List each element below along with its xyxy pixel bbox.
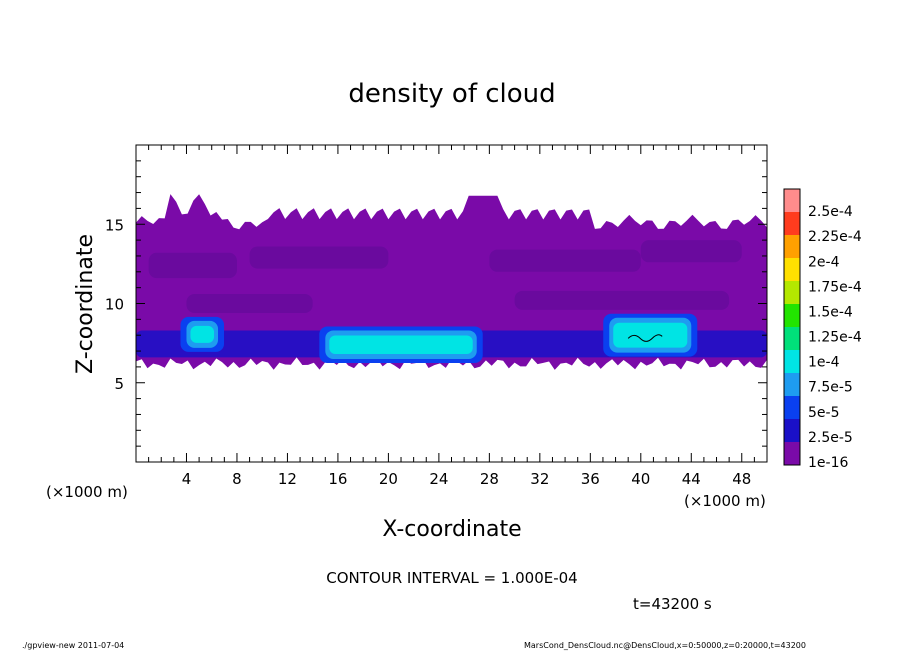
colorbar-swatch: [784, 373, 800, 396]
colorbar-swatch: [784, 350, 800, 373]
x-tick-label: 44: [682, 470, 701, 488]
contour-interval-text: CONTOUR INTERVAL = 1.000E-04: [326, 569, 577, 587]
colorbar-label: 1e-16: [808, 455, 848, 471]
colorbar-border: [783, 188, 801, 466]
time-text: t=43200 s: [633, 595, 712, 613]
x-tick-label: 4: [182, 470, 192, 488]
colorbar-swatch: [784, 442, 800, 465]
x-tick-label: 20: [379, 470, 398, 488]
colorbar-label: 5e-5: [808, 405, 839, 421]
cloud-band: [640, 240, 742, 263]
colorbar-swatch: [784, 189, 800, 212]
colorbar: 1e-16 2.5e-5 5e-5 7.5e-5 1e-4 1.25e-4 1.5e-4 1.…: [783, 188, 862, 471]
x-tick-label: 12: [278, 470, 297, 488]
colorbar-swatch: [784, 258, 800, 281]
cloud-region-core: [190, 325, 215, 343]
colorbar-label: 1.75e-4: [808, 279, 862, 295]
x-tick-label: 36: [581, 470, 600, 488]
plot-area: [135, 144, 768, 463]
x-tick-label: 28: [480, 470, 499, 488]
colorbar-label: 2e-4: [808, 254, 840, 270]
x-tick-label: 8: [232, 470, 242, 488]
cloud-region-core: [613, 322, 688, 348]
colorbar-label: 1.25e-4: [808, 330, 862, 346]
colorbar-label: 2.5e-5: [808, 430, 853, 446]
x-tick-label: 16: [328, 470, 347, 488]
colorbar-label: 2.5e-4: [808, 204, 853, 220]
contour-line: [627, 334, 663, 342]
colorbar-swatch: [784, 304, 800, 327]
x-unit-label-right: (×1000 m): [684, 492, 766, 510]
cloud-band: [249, 246, 389, 269]
cloud-band: [186, 293, 313, 314]
colorbar-label: 1e-4: [808, 355, 840, 371]
cloud-band: [148, 252, 237, 279]
cloud-band: [514, 290, 730, 310]
y-axis-label: Z-coordinate: [73, 234, 98, 374]
x-tick-label: 48: [732, 470, 751, 488]
y-tick-label: 10: [105, 296, 124, 314]
x-axis: 4 8 12 16 20 24 28 32 36 40 44 48: [135, 145, 768, 488]
cloud-band: [489, 249, 641, 272]
colorbar-swatch: [784, 419, 800, 442]
x-tick-label: 24: [429, 470, 448, 488]
x-tick-label: 32: [530, 470, 549, 488]
colorbar-label: 2.25e-4: [808, 229, 862, 245]
footer-left-text: ./gpview-new 2011-07-04: [22, 641, 125, 650]
x-tick-label: 40: [631, 470, 650, 488]
y-tick-label: 5: [114, 375, 124, 393]
colorbar-swatch: [784, 281, 800, 304]
x-unit-label-left: (×1000 m): [46, 483, 128, 501]
y-axis: 5 10 15: [105, 144, 767, 463]
y-tick-label: 15: [105, 216, 124, 234]
colorbar-swatch: [784, 327, 800, 350]
chart-title: density of cloud: [348, 79, 555, 109]
x-axis-label: X-coordinate: [382, 517, 521, 542]
colorbar-swatch: [784, 235, 800, 258]
colorbar-label: 1.5e-4: [808, 304, 853, 320]
cloud-region-core: [329, 335, 473, 354]
footer-right-text: MarsCond_DensCloud.nc@DensCloud,x=0:5000…: [524, 641, 806, 650]
colorbar-swatch: [784, 212, 800, 235]
colorbar-swatch: [784, 396, 800, 419]
colorbar-label: 7.5e-5: [808, 380, 853, 396]
